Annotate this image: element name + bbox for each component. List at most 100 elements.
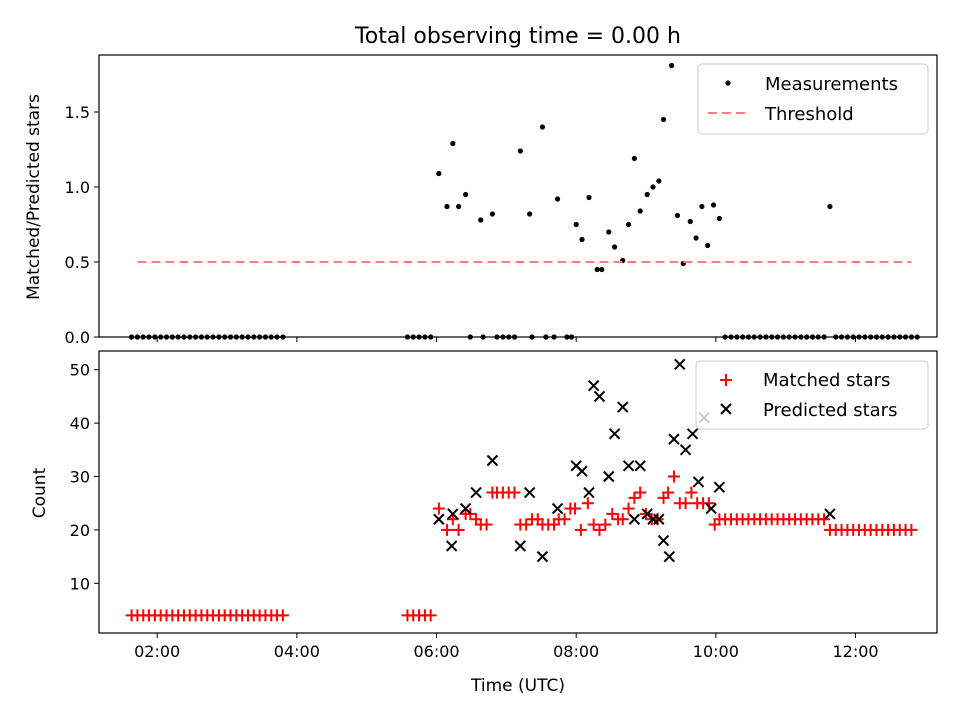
bottom-y-tick-label: 30	[70, 468, 90, 487]
bottom-y-tick-label: 20	[70, 521, 90, 540]
measurement-point	[573, 221, 579, 228]
measurement-point	[606, 229, 612, 235]
measurement-point	[517, 148, 523, 154]
predicted-stars-x-b	[692, 476, 705, 488]
bottom-x-axis-label: Time (UTC)	[470, 676, 565, 696]
predicted-stars-point	[470, 486, 482, 499]
predicted-stars-x-b	[674, 358, 686, 371]
matched-stars-point	[441, 523, 454, 536]
matched-stars-point	[634, 486, 647, 499]
matched-stars-point	[452, 523, 465, 536]
predicted-stars-point	[705, 502, 717, 515]
measurement-point	[674, 212, 681, 219]
predicted-stars-x-b	[470, 486, 482, 499]
predicted-stars-x-b	[824, 508, 836, 520]
matched-stars-point	[616, 513, 629, 526]
predicted-stars-x-b	[686, 428, 699, 440]
matched-stars-point	[508, 486, 521, 499]
matched-stars-point	[574, 523, 587, 536]
predicted-stars-x-b	[634, 460, 646, 472]
bottom-x-tick-label: 06:00	[413, 642, 459, 661]
matched-stars-point	[569, 502, 582, 515]
legend-matched-marker	[720, 374, 732, 386]
measurement-point	[527, 211, 533, 217]
predicted-stars-x-b	[433, 513, 445, 525]
predicted-stars-point	[713, 481, 726, 493]
matched-stars-point	[558, 513, 571, 526]
matched-stars-point	[662, 486, 675, 499]
matched-stars-point	[480, 518, 493, 531]
predicted-stars-x-b	[551, 502, 564, 515]
bottom-y-tick-label: 50	[70, 361, 90, 380]
top-legend: Measurements Threshold	[697, 63, 929, 135]
measurement-point	[644, 191, 650, 198]
matched-stars-point	[685, 486, 698, 499]
predicted-stars-point	[657, 534, 670, 547]
measurement-point	[710, 202, 717, 208]
bottom-y-axis-label: Count	[30, 467, 50, 518]
top-y-axis-label: Matched/Predicted stars	[24, 94, 44, 300]
predicted-stars-point	[459, 502, 472, 515]
predicted-stars-x-b	[657, 534, 670, 547]
predicted-stars-point	[622, 460, 635, 472]
bottom-y-tick-label: 40	[70, 414, 90, 433]
matched-stars-point	[520, 518, 533, 531]
bottom-x-tick-label: 08:00	[553, 642, 599, 661]
top-y-tick-label: 0.5	[65, 253, 90, 272]
predicted-stars-point	[447, 508, 459, 520]
measurement-point	[705, 242, 711, 249]
matched-stars-point	[628, 491, 641, 504]
measurement-point	[463, 191, 469, 198]
predicted-stars-x-b	[653, 513, 665, 525]
bottom-x-tick-label: 02:00	[134, 642, 180, 661]
predicted-stars-point	[593, 390, 606, 403]
legend-predicted-marker	[720, 403, 732, 415]
predicted-stars-x-b	[608, 428, 621, 440]
predicted-stars-x-b	[523, 486, 536, 499]
legend-matched-label: Matched stars	[763, 370, 890, 391]
predicted-stars-x-b	[679, 444, 692, 456]
predicted-stars-x-b	[587, 380, 600, 392]
bottom-x-tick-label: 04:00	[274, 642, 320, 661]
bottom-axes-frame	[98, 350, 938, 634]
predicted-stars-x-b	[705, 502, 717, 515]
predicted-stars-point	[536, 550, 549, 563]
predicted-stars-x-b	[514, 540, 527, 552]
predicted-stars-x-b	[713, 481, 726, 493]
predicted-stars-point	[576, 465, 588, 477]
predicted-stars-point	[653, 513, 665, 525]
matched-stars-point	[667, 470, 680, 483]
measurement-point	[650, 184, 656, 190]
predicted-stars-point	[587, 380, 600, 392]
predicted-stars-x-b	[570, 460, 582, 472]
predicted-stars-x-b	[459, 502, 472, 515]
top-y-tick-label: 1.5	[65, 103, 90, 122]
matched-stars-point	[679, 497, 692, 510]
matched-stars-point	[587, 518, 600, 531]
measurement-point	[444, 203, 450, 210]
bottom-x-tick-label: 10:00	[693, 642, 739, 661]
predicted-stars-x-b	[617, 401, 629, 413]
predicted-stars-point	[433, 513, 445, 525]
matched-stars-point	[276, 609, 289, 622]
matched-stars-point	[599, 518, 612, 531]
measurement-point	[579, 236, 585, 243]
predicted-stars-x-b	[593, 390, 606, 403]
legend-measurements-label: Measurements	[765, 74, 898, 95]
predicted-stars-point	[824, 508, 836, 520]
top-chart-title: Total observing time = 0.00 h	[354, 24, 681, 49]
predicted-stars-point	[514, 540, 527, 552]
measurement-point	[716, 215, 722, 222]
measurement-point	[656, 178, 662, 184]
predicted-stars-x-b	[628, 513, 641, 525]
top-y-tick-label: 1.0	[65, 178, 90, 197]
predicted-stars-x-b	[576, 465, 588, 477]
predicted-stars-x-b	[622, 460, 635, 472]
top-y-tick-label: 0.0	[65, 328, 90, 347]
measurement-point	[586, 194, 592, 201]
predicted-stars-point	[608, 428, 621, 440]
measurement-point	[687, 218, 693, 225]
measurement-point	[827, 203, 833, 210]
measurement-point	[693, 235, 699, 241]
